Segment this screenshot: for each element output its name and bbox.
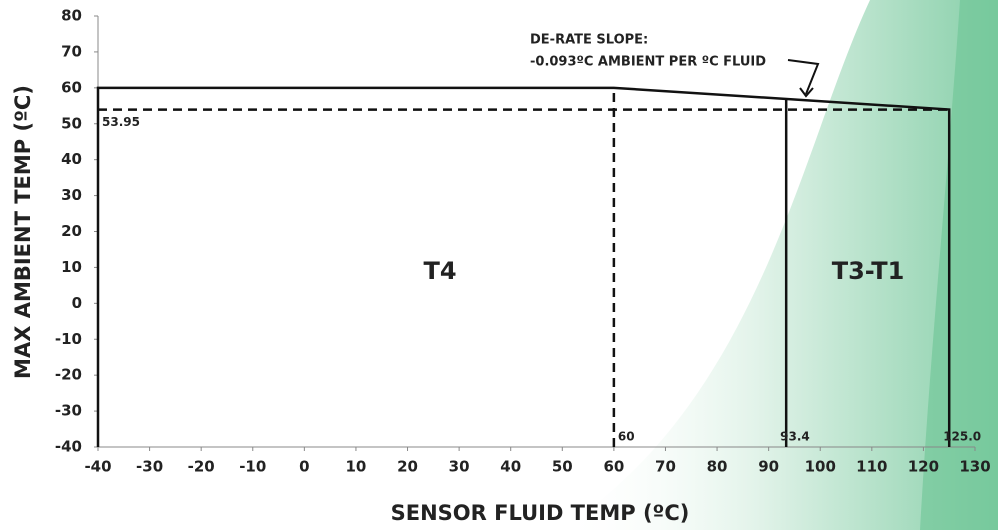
- x-tick-label: 130: [959, 458, 990, 476]
- y-tick-label: 0: [72, 294, 82, 312]
- region-label: T4: [423, 257, 456, 285]
- x-tick-label: 10: [346, 458, 367, 476]
- x-tick-label: -10: [239, 458, 266, 476]
- x-mark-label: 93.4: [780, 430, 810, 444]
- y-tick-label: 80: [61, 7, 82, 25]
- x-axis-title: SENSOR FLUID TEMP (ºC): [391, 501, 690, 525]
- x-mark-label: 125.0: [943, 430, 981, 444]
- x-tick-label: 100: [805, 458, 836, 476]
- region-label: T3-T1: [832, 257, 905, 285]
- x-tick-label: 80: [707, 458, 728, 476]
- annotation: -0.093ºC AMBIENT PER ºC FLUID: [530, 55, 766, 70]
- y-tick-label: -20: [55, 366, 82, 384]
- y-tick-label: 50: [61, 114, 82, 132]
- x-tick-label: 20: [397, 458, 418, 476]
- y-tick-label: 20: [61, 222, 82, 240]
- x-tick-label: 30: [449, 458, 470, 476]
- x-tick-label: 110: [856, 458, 887, 476]
- annotation-arrowhead: [799, 87, 814, 98]
- x-mark-label: 60: [618, 430, 635, 444]
- x-tick-label: 90: [758, 458, 779, 476]
- annotation: DE-RATE SLOPE:: [530, 33, 648, 48]
- y-tick-label: 70: [61, 42, 82, 60]
- y-tick-label: -10: [55, 330, 82, 348]
- x-tick-label: 70: [655, 458, 676, 476]
- annotation-arrow: [787, 59, 820, 95]
- x-tick-label: 0: [299, 458, 309, 476]
- x-tick-label: -30: [136, 458, 163, 476]
- y-axis-title: MAX AMBIENT TEMP (ºC): [11, 85, 35, 379]
- data-line: [96, 86, 951, 447]
- x-tick-label: 120: [908, 458, 939, 476]
- y-tick-label: 10: [61, 258, 82, 276]
- x-tick-label: -40: [84, 458, 111, 476]
- y-tick-label: 60: [61, 78, 82, 96]
- x-tick-label: 50: [552, 458, 573, 476]
- x-tick-label: 40: [500, 458, 521, 476]
- y-tick-label: -30: [55, 402, 82, 420]
- y-tick-label: 30: [61, 186, 82, 204]
- background-swoosh: [560, 0, 998, 530]
- background-band: [920, 0, 998, 530]
- x-tick-label: -20: [188, 458, 215, 476]
- y-tick-label: 40: [61, 150, 82, 168]
- y-mark-label: 53.95: [102, 115, 140, 129]
- x-tick-label: 60: [603, 458, 624, 476]
- y-tick-label: -40: [55, 438, 82, 456]
